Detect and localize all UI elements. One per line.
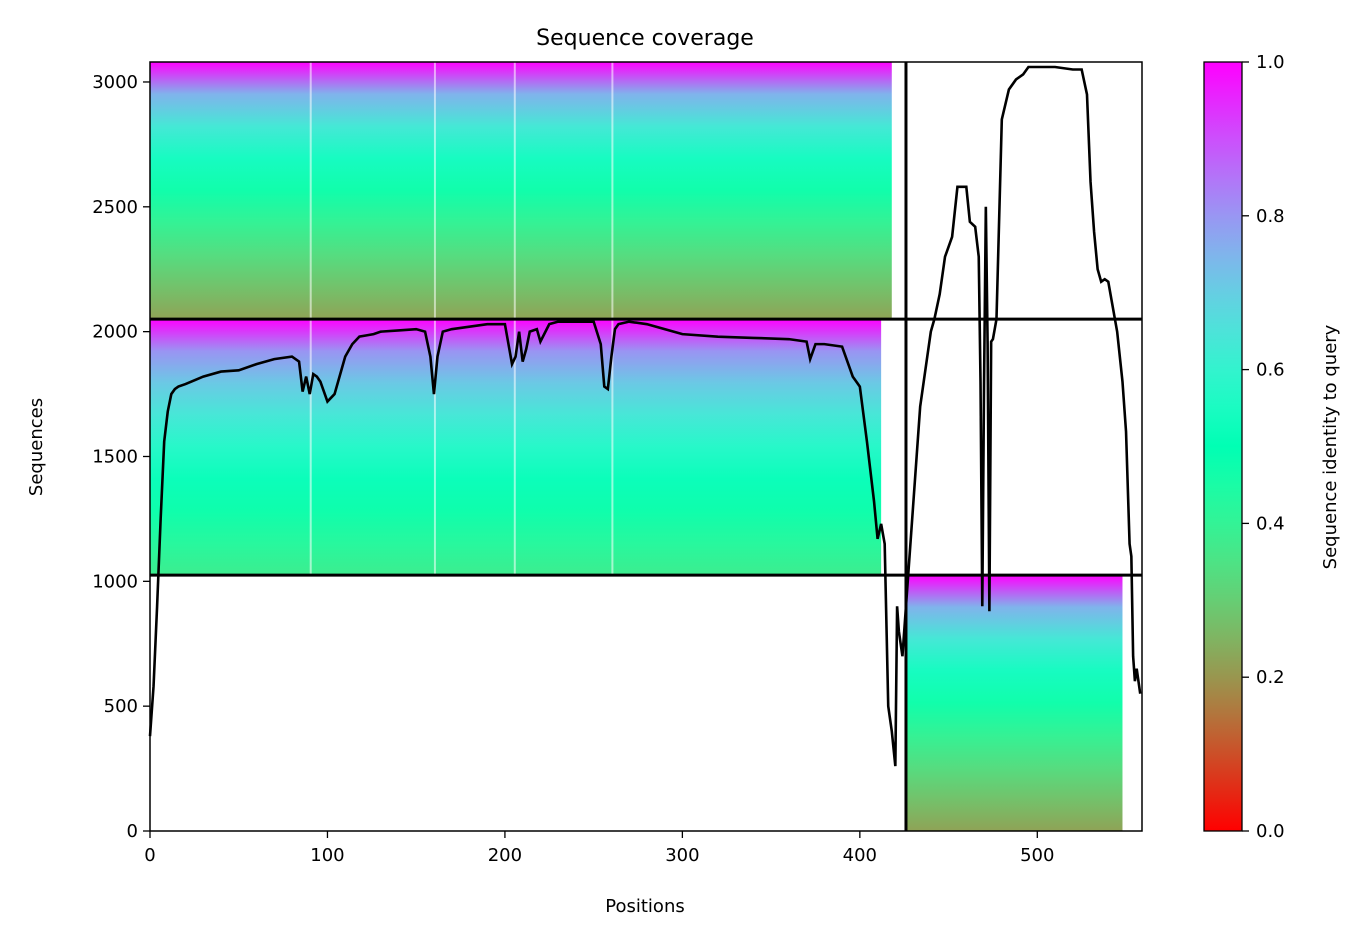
x-tick-label: 500 — [1020, 845, 1054, 866]
colorbar-tick-label: 0.6 — [1256, 360, 1285, 381]
y-tick-label: 0 — [127, 821, 138, 842]
y-tick-label: 3000 — [92, 72, 138, 93]
colorbar-tick-label: 0.8 — [1256, 206, 1285, 227]
plot-area — [148, 62, 1142, 831]
coverage-line — [148, 65, 1142, 767]
axes: 0 100 200 300 400 500 0 500 1000 1500 2000 2500 3000 — [92, 61, 1143, 866]
x-tick-label: 100 — [310, 845, 344, 866]
colorbar-tick-label: 0.0 — [1256, 821, 1285, 842]
y-tick-label: 1500 — [92, 446, 138, 467]
coverage-block-chain-B — [905, 575, 1123, 831]
colorbar-gradient — [1203, 61, 1243, 832]
colorbar-label: Sequence identity to query — [1320, 324, 1341, 569]
x-tick-label: 300 — [665, 845, 699, 866]
y-axis-label: Sequences — [26, 398, 47, 496]
colorbar-tick-label: 0.4 — [1256, 513, 1285, 534]
x-tick-label: 0 — [144, 845, 155, 866]
x-axis-label: Positions — [605, 896, 684, 917]
y-tick-label: 1000 — [92, 571, 138, 592]
plot-frame — [149, 61, 1143, 832]
colorbar-tick-label: 1.0 — [1256, 52, 1285, 73]
y-tick-label: 2500 — [92, 197, 138, 218]
chart-title: Sequence coverage — [536, 26, 754, 51]
y-tick-label: 500 — [104, 696, 138, 717]
y-tick-label: 2000 — [92, 322, 138, 343]
colorbar-tick-label: 0.2 — [1256, 667, 1285, 688]
x-tick-label: 400 — [843, 845, 877, 866]
colorbar: 0.0 0.2 0.4 0.6 0.8 1.0 — [1203, 52, 1285, 842]
x-tick-label: 200 — [488, 845, 522, 866]
coverage-block-paired — [150, 62, 892, 320]
